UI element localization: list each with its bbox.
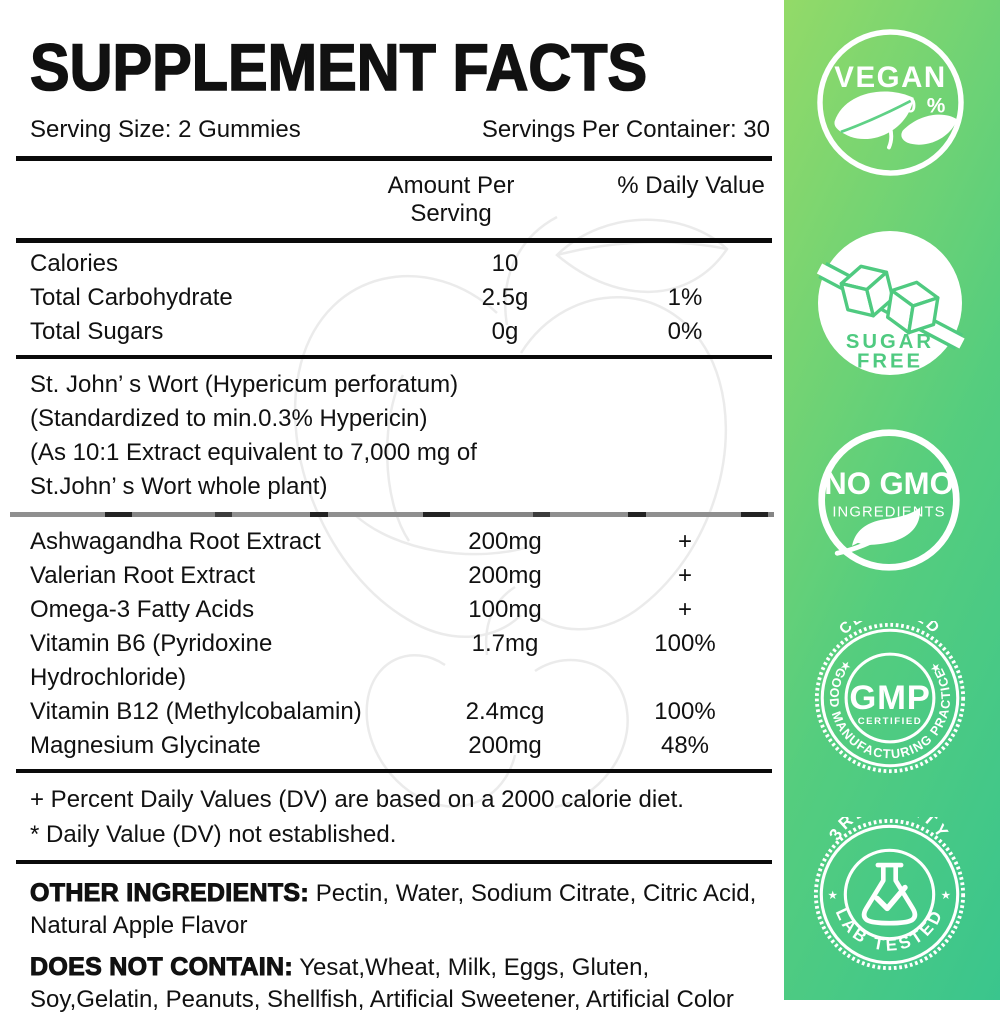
- table-row: Vitamin B6 (Pyridoxine Hydrochloride) 1.…: [30, 627, 770, 695]
- ingredient-dv: 100%: [654, 630, 716, 657]
- nutrient-amount: 2.5g: [481, 284, 529, 311]
- sugar-free-badge: SUGAR FREE: [816, 231, 965, 375]
- nutrient-name: Total Sugars: [30, 318, 164, 345]
- column-header-amount: Amount Per Serving: [387, 172, 515, 227]
- ingredient-name: Vitamin B6 (Pyridoxine Hydrochloride): [30, 630, 273, 691]
- herb-line: St. John’ s Wort (Hypericum perforatum): [30, 371, 459, 398]
- badge-perforated-edge: [813, 818, 966, 971]
- no-gmo-badge: NO GMO INGREDIENTS: [818, 429, 960, 571]
- badge-ring-inner: [843, 848, 936, 941]
- table-row: Magnesium Glycinate 200mg 48%: [30, 729, 770, 763]
- vegan-badge: VEGAN 100 %: [817, 29, 964, 176]
- badge-strip: VEGAN 100 % SUGAR F: [784, 0, 1000, 1000]
- ingredient-amount: 2.4mcg: [465, 698, 545, 725]
- herb-line: (Standardized to min.0.3% Hypericin): [30, 405, 428, 432]
- ingredient-amount: 200mg: [468, 732, 542, 759]
- does-not-contain-label: DOES NOT CONTAIN:: [30, 952, 294, 981]
- table-row: Total Sugars 0g 0%: [30, 315, 770, 349]
- third-party-arc-top-label: 3RD PARTY: [825, 817, 950, 844]
- sugar-free-label-bottom: FREE: [857, 351, 923, 373]
- gmp-center-sublabel: CERTIFIED: [858, 716, 923, 727]
- column-header-daily-value: % Daily Value: [617, 172, 765, 199]
- nutrient-dv: 0%: [667, 318, 703, 345]
- does-not-contain: DOES NOT CONTAIN: Yesat,Wheat, Milk, Egg…: [30, 951, 770, 1016]
- serving-row: Serving Size: 2 Gummies Servings Per Con…: [30, 116, 770, 144]
- ingredient-name: Omega-3 Fatty Acids: [30, 596, 255, 623]
- star-icon: ★: [941, 889, 951, 902]
- table-row: Total Carbohydrate 2.5g 1%: [30, 281, 770, 315]
- ingredient-name: Vitamin B12 (Methylcobalamin): [30, 698, 362, 725]
- vegan-label: VEGAN: [834, 61, 946, 94]
- table-row: Calories 10: [30, 247, 770, 281]
- footnotes: + Percent Daily Values (DV) are based on…: [30, 782, 770, 852]
- nutrient-amount: 0g: [491, 318, 519, 345]
- third-party-badge: 3RD PARTY LAB TESTED ★ ★: [813, 817, 966, 971]
- divider-ingredients: [16, 769, 772, 773]
- leaf-icon: [834, 507, 921, 556]
- divider-gray: [10, 512, 774, 517]
- divider-top: [16, 156, 772, 161]
- table-header: Amount Per Serving % Daily Value: [30, 161, 770, 238]
- does-not-contain-line1: Yesat,Wheat, Milk, Eggs, Gluten,: [299, 953, 650, 981]
- ingredient-amount: 200mg: [468, 562, 542, 589]
- herb-line: St.John’ s Wort whole plant): [30, 473, 328, 500]
- footnote-dv: + Percent Daily Values (DV) are based on…: [30, 785, 684, 813]
- herb-description: St. John’ s Wort (Hypericum perforatum) …: [30, 368, 770, 504]
- table-row: Omega-3 Fatty Acids 100mg +: [30, 593, 770, 627]
- badge-ring-outer: [820, 628, 960, 768]
- page-title: SUPPLEMENT FACTS: [29, 29, 648, 105]
- sugar-free-label-top: SUGAR: [846, 331, 934, 353]
- badge-ring: [818, 429, 960, 571]
- badge-ring: [817, 29, 964, 176]
- does-not-contain-line2: Soy,Gelatin, Peanuts, Shellfish, Artific…: [30, 985, 734, 1013]
- ingredient-name: Ashwagandha Root Extract: [30, 528, 321, 555]
- divider-footnotes: [16, 859, 772, 864]
- footnote-not-established: * Daily Value (DV) not established.: [30, 820, 397, 848]
- nutrient-dv: 1%: [667, 284, 703, 311]
- ingredient-dv: +: [677, 596, 692, 623]
- leaf-icon: [834, 91, 958, 150]
- nutrient-amount: 10: [491, 250, 519, 277]
- ingredient-dv: +: [677, 562, 692, 589]
- ingredient-dv: 48%: [660, 732, 710, 759]
- serving-size: Serving Size: 2 Gummies: [30, 116, 301, 143]
- sugar-cubes-icon: [839, 264, 940, 335]
- ingredient-dv: +: [677, 528, 692, 555]
- divider-header: [16, 238, 772, 243]
- gmp-center-label: GMP: [849, 679, 930, 717]
- ingredient-amount: 1.7mg: [471, 630, 539, 657]
- star-icon: ★: [828, 889, 838, 902]
- badge-ring-inner: [844, 652, 936, 744]
- ingredient-table: Ashwagandha Root Extract 200mg + Valeria…: [30, 525, 770, 763]
- badge-ring-outer: [819, 824, 960, 965]
- other-ingredients-line1: Pectin, Water, Sodium Citrate, Citric Ac…: [315, 879, 757, 907]
- other-ingredients: OTHER INGREDIENTS: Pectin, Water, Sodium…: [29, 877, 770, 942]
- ingredient-dv: 100%: [654, 698, 716, 725]
- no-gmo-label: NO GMO: [824, 466, 954, 501]
- nutrient-name: Calories: [30, 250, 119, 277]
- ingredient-name: Valerian Root Extract: [30, 562, 255, 589]
- other-ingredients-line2: Natural Apple Flavor: [30, 911, 248, 939]
- nutrient-table: Calories 10 Total Carbohydrate 2.5g 1% T…: [30, 247, 770, 349]
- supplement-facts-panel: SUPPLEMENT FACTS Serving Size: 2 Gummies…: [10, 29, 774, 1013]
- ingredient-amount: 200mg: [468, 528, 542, 555]
- table-row: Ashwagandha Root Extract 200mg +: [30, 525, 770, 559]
- other-ingredients-label: OTHER INGREDIENTS:: [29, 878, 310, 907]
- gmp-badge: CERTIFIED GOOD MANUFACTURING PRACTICE ★ …: [814, 621, 966, 774]
- no-gmo-sublabel: INGREDIENTS: [832, 504, 945, 520]
- table-row: Valerian Root Extract 200mg +: [30, 559, 770, 593]
- badge-perforated-edge: [814, 622, 966, 774]
- svg-text:3RD PARTY: 3RD PARTY: [825, 817, 953, 844]
- lab-flask-icon: [861, 862, 918, 926]
- herb-line: (As 10:1 Extract equivalent to 7,000 mg …: [30, 439, 477, 466]
- ingredient-amount: 100mg: [468, 596, 542, 623]
- ingredient-name: Magnesium Glycinate: [30, 732, 261, 759]
- divider-nutrients: [16, 355, 772, 359]
- table-row: Vitamin B12 (Methylcobalamin) 2.4mcg 100…: [30, 695, 770, 729]
- servings-per-container: Servings Per Container: 30: [481, 116, 770, 143]
- nutrient-name: Total Carbohydrate: [30, 284, 233, 311]
